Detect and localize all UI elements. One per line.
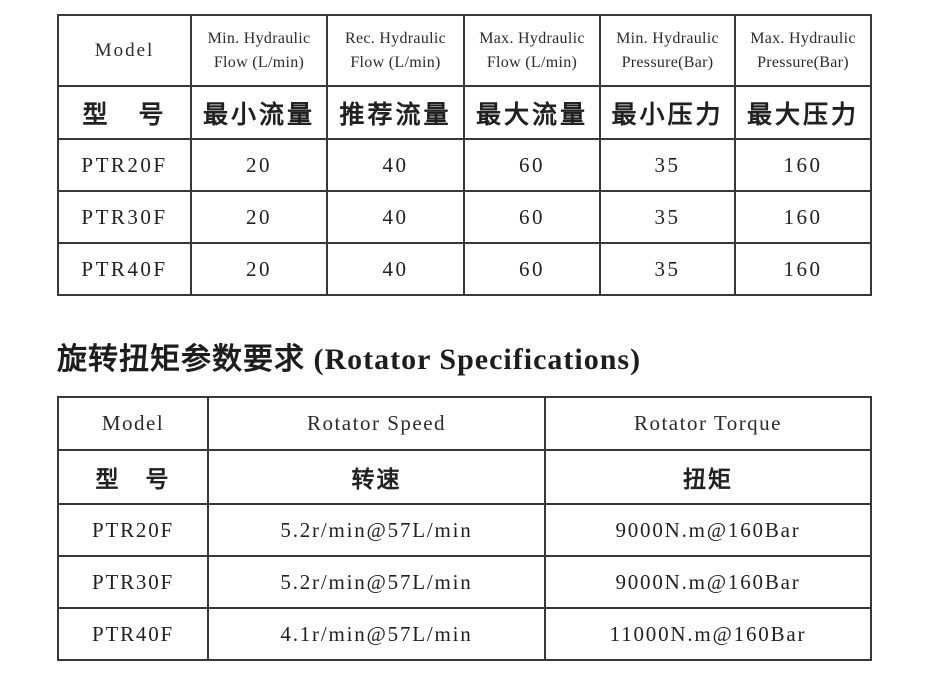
hydraulic-header-min-pressure-zh: 最小压力 bbox=[599, 85, 736, 140]
rotator-header-torque: Rotator Torque bbox=[544, 396, 872, 451]
hydraulic-header-max-pressure-zh: 最大压力 bbox=[734, 85, 872, 140]
hydraulic-header-max-pressure: Max. Hydraulic Pressure(Bar) bbox=[734, 14, 872, 87]
rotator-header-speed: Rotator Speed bbox=[207, 396, 546, 451]
model-cell: PTR30F bbox=[57, 555, 209, 609]
hydraulic-header-model-zh: 型 号 bbox=[57, 85, 192, 140]
hydraulic-header-max-flow-zh: 最大流量 bbox=[463, 85, 601, 140]
rotator-header-row-en: Model Rotator Speed Rotator Torque bbox=[57, 396, 872, 451]
min-pressure-cell: 35 bbox=[599, 190, 736, 244]
section-heading: 旋转扭矩参数要求 (Rotator Specifications) bbox=[57, 334, 641, 378]
max-pressure-cell: 160 bbox=[734, 242, 872, 296]
min-flow-cell: 20 bbox=[190, 190, 328, 244]
max-pressure-cell: 160 bbox=[734, 190, 872, 244]
model-cell: PTR20F bbox=[57, 138, 192, 192]
model-cell: PTR20F bbox=[57, 503, 209, 557]
hydraulic-header-min-flow-zh: 最小流量 bbox=[190, 85, 328, 140]
rotator-row-ptr40f: PTR40F 4.1r/min@57L/min 11000N.m@160Bar bbox=[57, 607, 872, 661]
max-flow-cell: 60 bbox=[463, 190, 601, 244]
section-heading-zh: 旋转扭矩参数要求 bbox=[57, 343, 305, 376]
hydraulic-header-rec-flow-zh: 推荐流量 bbox=[326, 85, 465, 140]
model-cell: PTR30F bbox=[57, 190, 192, 244]
rotator-row-ptr20f: PTR20F 5.2r/min@57L/min 9000N.m@160Bar bbox=[57, 503, 872, 557]
hydraulic-row-ptr40f: PTR40F 20 40 60 35 160 bbox=[57, 242, 872, 296]
rotator-row-ptr30f: PTR30F 5.2r/min@57L/min 9000N.m@160Bar bbox=[57, 555, 872, 609]
min-flow-cell: 20 bbox=[190, 138, 328, 192]
hydraulic-row-ptr30f: PTR30F 20 40 60 35 160 bbox=[57, 190, 872, 244]
max-pressure-cell: 160 bbox=[734, 138, 872, 192]
hydraulic-header-row-en: Model Min. Hydraulic Flow (L/min) Rec. H… bbox=[57, 14, 872, 87]
torque-cell: 9000N.m@160Bar bbox=[544, 503, 872, 557]
rotator-spec-table: Model Rotator Speed Rotator Torque 型 号 转… bbox=[57, 396, 872, 661]
rotator-header-row-zh: 型 号 转速 扭矩 bbox=[57, 449, 872, 505]
hydraulic-header-min-flow: Min. Hydraulic Flow (L/min) bbox=[190, 14, 328, 87]
min-pressure-cell: 35 bbox=[599, 138, 736, 192]
hydraulic-header-max-flow: Max. Hydraulic Flow (L/min) bbox=[463, 14, 601, 87]
min-pressure-cell: 35 bbox=[599, 242, 736, 296]
hydraulic-row-ptr20f: PTR20F 20 40 60 35 160 bbox=[57, 138, 872, 192]
torque-cell: 11000N.m@160Bar bbox=[544, 607, 872, 661]
rec-flow-cell: 40 bbox=[326, 190, 465, 244]
hydraulic-header-model: Model bbox=[57, 14, 192, 87]
rec-flow-cell: 40 bbox=[326, 242, 465, 296]
hydraulic-spec-table: Model Min. Hydraulic Flow (L/min) Rec. H… bbox=[57, 14, 872, 296]
rotator-header-model-zh: 型 号 bbox=[57, 449, 209, 505]
speed-cell: 5.2r/min@57L/min bbox=[207, 555, 546, 609]
speed-cell: 5.2r/min@57L/min bbox=[207, 503, 546, 557]
rotator-header-torque-zh: 扭矩 bbox=[544, 449, 872, 505]
torque-cell: 9000N.m@160Bar bbox=[544, 555, 872, 609]
hydraulic-header-row-zh: 型 号 最小流量 推荐流量 最大流量 最小压力 最大压力 bbox=[57, 85, 872, 140]
max-flow-cell: 60 bbox=[463, 138, 601, 192]
rec-flow-cell: 40 bbox=[326, 138, 465, 192]
hydraulic-header-rec-flow: Rec. Hydraulic Flow (L/min) bbox=[326, 14, 465, 87]
hydraulic-header-min-pressure: Min. Hydraulic Pressure(Bar) bbox=[599, 14, 736, 87]
speed-cell: 4.1r/min@57L/min bbox=[207, 607, 546, 661]
model-cell: PTR40F bbox=[57, 607, 209, 661]
min-flow-cell: 20 bbox=[190, 242, 328, 296]
rotator-header-model: Model bbox=[57, 396, 209, 451]
model-cell: PTR40F bbox=[57, 242, 192, 296]
max-flow-cell: 60 bbox=[463, 242, 601, 296]
rotator-header-speed-zh: 转速 bbox=[207, 449, 546, 505]
section-heading-en: (Rotator Specifications) bbox=[313, 343, 642, 376]
